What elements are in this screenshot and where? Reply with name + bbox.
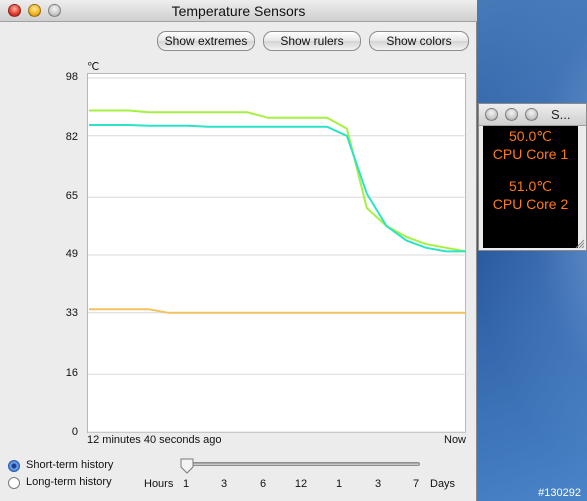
close-button[interactable] bbox=[8, 4, 21, 17]
radio-unselected-indicator[interactable] bbox=[8, 477, 20, 489]
core1-temperature: 50.0℃ bbox=[509, 128, 552, 144]
y-tick-label: 33 bbox=[65, 307, 78, 319]
show-extremes-button[interactable]: Show extremes bbox=[157, 31, 255, 51]
scale-tick-label: 3 bbox=[220, 478, 228, 490]
series-line-core1 bbox=[89, 109, 467, 253]
mini-zoom-button[interactable] bbox=[525, 108, 538, 121]
x-end-label: Now bbox=[444, 434, 467, 446]
scale-tick-label: 1 bbox=[182, 478, 190, 490]
long-term-history-label: Long-term history bbox=[26, 476, 112, 488]
temperature-plot bbox=[87, 73, 467, 433]
y-tick-label: 16 bbox=[65, 367, 78, 379]
short-term-history-label: Short-term history bbox=[26, 459, 114, 471]
temperature-chart-svg bbox=[88, 77, 467, 433]
window-title: Temperature Sensors bbox=[171, 3, 306, 19]
core2-name: CPU Core 2 bbox=[492, 196, 569, 212]
scale-tick-label: 7 bbox=[412, 478, 420, 490]
scale-tick-label: 3 bbox=[374, 478, 382, 490]
image-watermark: #130292 bbox=[538, 487, 581, 499]
show-rulers-button[interactable]: Show rulers bbox=[263, 31, 361, 51]
mini-window-titlebar[interactable]: S... bbox=[479, 104, 586, 126]
sensor-mini-window: S... 50.0℃ CPU Core 1 51.0℃ CPU Core 2 bbox=[478, 103, 587, 251]
resize-grip-icon[interactable] bbox=[575, 239, 585, 249]
scale-tick-label: 12 bbox=[294, 478, 308, 490]
y-tick-label: 0 bbox=[71, 426, 78, 438]
x-start-label: 12 minutes 40 seconds ago bbox=[87, 434, 222, 446]
history-scale-slider-knob[interactable] bbox=[180, 458, 194, 474]
series-line-core2 bbox=[89, 124, 466, 253]
mini-close-button[interactable] bbox=[485, 108, 498, 121]
scale-tick-label: 6 bbox=[259, 478, 267, 490]
minimize-button[interactable] bbox=[28, 4, 41, 17]
hours-label: Hours bbox=[144, 478, 174, 490]
scale-tick-label: 1 bbox=[335, 478, 343, 490]
temperature-sensors-window: Temperature Sensors Show extremes Show r… bbox=[0, 0, 477, 501]
days-label: Days bbox=[430, 478, 456, 490]
mini-minimize-button[interactable] bbox=[505, 108, 518, 121]
mini-window-readout: 50.0℃ CPU Core 1 51.0℃ CPU Core 2 bbox=[483, 126, 578, 248]
show-colors-button[interactable]: Show colors bbox=[369, 31, 469, 51]
core2-temperature: 51.0℃ bbox=[509, 178, 552, 194]
series-line-other bbox=[89, 308, 466, 314]
history-scale-slider-track[interactable] bbox=[186, 462, 420, 466]
y-tick-label: 65 bbox=[65, 190, 78, 202]
temperature-unit-label: ℃ bbox=[87, 61, 100, 73]
window-titlebar[interactable]: Temperature Sensors bbox=[0, 0, 477, 22]
mini-window-title: S... bbox=[551, 107, 571, 122]
core1-name: CPU Core 1 bbox=[492, 146, 569, 162]
y-tick-label: 98 bbox=[65, 71, 78, 83]
zoom-button[interactable] bbox=[48, 4, 61, 17]
y-tick-label: 49 bbox=[65, 248, 78, 260]
y-tick-label: 82 bbox=[65, 131, 78, 143]
radio-selected-indicator[interactable] bbox=[8, 460, 20, 472]
